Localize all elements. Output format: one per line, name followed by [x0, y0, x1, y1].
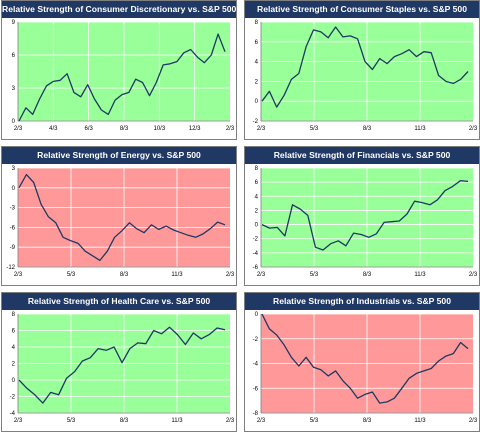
x-tick-label: 5/3 [310, 272, 319, 278]
series-line [261, 313, 469, 404]
x-tick-label: 8/3 [120, 418, 129, 424]
x-tick-label: 11/3 [171, 418, 183, 424]
y-tick-label: 2 [255, 79, 259, 85]
chart-industrials: Relative Strength of Industrials vs. S&P… [244, 292, 480, 432]
y-tick-label: 2 [255, 208, 259, 214]
plot-area: -6 -4 -2 0 2 4 6 8 2/3 5/3 8/3 11/3 2/3 [253, 166, 478, 278]
x-tick-label: 2/3 [14, 126, 23, 132]
y-tick-label: 2 [12, 362, 16, 368]
x-tick-label: 2/3 [469, 272, 478, 278]
x-tick-label: 8/3 [120, 272, 129, 278]
x-tick-label: 5/3 [67, 272, 76, 278]
plot-area: -4 -2 0 2 4 6 8 2/3 5/3 8/3 11/3 2/3 [10, 312, 235, 424]
y-tick-label: -4 [10, 411, 16, 417]
series-line [18, 173, 226, 262]
x-tick-label: 4/3 [49, 126, 58, 132]
plot-area: -12 -9 -6 -3 0 3 2/3 5/3 8/3 11/3 2/3 [6, 166, 235, 278]
chart-consumer-staples: Relative Strength of Consumer Staples vs… [244, 0, 480, 140]
x-tick-label: 12/3 [189, 126, 201, 132]
y-tick-label: 0 [255, 312, 259, 318]
y-tick-label: -3 [10, 206, 16, 212]
x-tick-label: 2/3 [14, 418, 23, 424]
x-tick-label: 2/3 [257, 272, 266, 278]
y-tick-label: 8 [12, 312, 16, 318]
y-tick-label: -4 [253, 362, 259, 368]
x-tick-label: 8/3 [363, 126, 372, 132]
chart-title: Relative Strength of Financials vs. S&P … [245, 147, 479, 164]
chart-title: Relative Strength of Industrials vs. S&P… [245, 293, 479, 310]
y-tick-label: -6 [253, 386, 259, 392]
x-tick-label: 8/3 [363, 272, 372, 278]
y-tick-label: 0 [12, 378, 16, 384]
chart-consumer-discretionary: Relative Strength of Consumer Discretion… [1, 0, 237, 140]
y-tick-label: 6 [255, 180, 259, 186]
x-tick-label: 2/3 [226, 418, 235, 424]
y-tick-label: -6 [10, 225, 16, 231]
y-tick-label: 8 [255, 20, 259, 26]
y-tick-label: -12 [6, 265, 15, 271]
y-tick-label: 0 [12, 119, 16, 125]
x-tick-label: 8/3 [363, 418, 372, 424]
y-tick-label: -9 [10, 245, 16, 251]
y-tick-label: -2 [253, 237, 259, 243]
y-tick-label: -2 [253, 119, 259, 125]
x-tick-label: 6/3 [84, 126, 93, 132]
series-line [18, 33, 226, 122]
x-tick-label: 11/3 [171, 272, 183, 278]
x-tick-label: 5/3 [67, 418, 76, 424]
x-tick-label: 11/3 [414, 126, 426, 132]
x-tick-label: 2/3 [14, 272, 23, 278]
chart-title: Relative Strength of Energy vs. S&P 500 [2, 147, 236, 164]
y-tick-label: -8 [253, 411, 259, 417]
x-tick-label: 5/3 [310, 126, 319, 132]
x-tick-label: 2/3 [257, 418, 266, 424]
y-tick-label: -6 [253, 265, 259, 271]
y-tick-label: 4 [255, 194, 259, 200]
x-tick-label: 5/3 [310, 418, 319, 424]
x-tick-label: 2/3 [226, 272, 235, 278]
plot-area: -2 0 2 4 6 8 2/3 5/3 8/3 11/3 2/3 [253, 20, 478, 132]
y-tick-label: 8 [255, 166, 259, 172]
y-tick-label: 6 [12, 329, 16, 335]
x-tick-label: 2/3 [226, 126, 235, 132]
x-tick-label: 2/3 [469, 126, 478, 132]
chart-title: Relative Strength of Consumer Discretion… [2, 1, 236, 18]
x-tick-label: 2/3 [469, 418, 478, 424]
y-tick-label: 9 [12, 20, 16, 26]
y-tick-label: -2 [253, 337, 259, 343]
x-tick-label: 8/3 [120, 126, 129, 132]
chart-title: Relative Strength of Health Care vs. S&P… [2, 293, 236, 310]
y-tick-label: -4 [253, 251, 259, 257]
y-tick-label: 4 [12, 345, 16, 351]
x-tick-label: 2/3 [257, 126, 266, 132]
x-tick-label: 10/3 [153, 126, 165, 132]
chart-energy: Relative Strength of Energy vs. S&P 500 … [1, 146, 237, 286]
chart-health-care: Relative Strength of Health Care vs. S&P… [1, 292, 237, 432]
y-tick-label: 6 [255, 40, 259, 46]
x-tick-label: 11/3 [414, 272, 426, 278]
series-line [261, 180, 469, 251]
y-tick-label: -2 [10, 395, 16, 401]
y-tick-label: 3 [12, 166, 16, 172]
y-tick-label: 0 [12, 186, 16, 192]
chart-title: Relative Strength of Consumer Staples vs… [245, 1, 479, 18]
y-tick-label: 3 [12, 86, 16, 92]
y-tick-label: 6 [12, 53, 16, 59]
x-tick-label: 11/3 [414, 418, 426, 424]
chart-financials: Relative Strength of Financials vs. S&P … [244, 146, 480, 286]
plot-area: 0 3 6 9 2/3 4/3 6/3 8/3 10/3 12/3 2/3 [12, 20, 235, 132]
y-tick-label: 0 [255, 99, 259, 105]
y-tick-label: 0 [255, 223, 259, 229]
series-line [261, 26, 469, 108]
plot-area: -8 -6 -4 -2 0 2/3 5/3 8/3 11/3 2/3 [253, 312, 478, 424]
y-tick-label: 4 [255, 60, 259, 66]
series-line [18, 326, 226, 404]
